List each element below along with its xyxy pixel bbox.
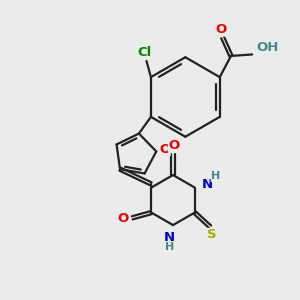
Text: OH: OH bbox=[256, 41, 279, 55]
Text: H: H bbox=[165, 242, 174, 252]
Text: H: H bbox=[211, 171, 220, 182]
Text: S: S bbox=[207, 229, 216, 242]
Text: O: O bbox=[118, 212, 129, 225]
Text: O: O bbox=[169, 139, 180, 152]
Text: N: N bbox=[202, 178, 213, 190]
Text: Cl: Cl bbox=[137, 46, 151, 59]
Text: O: O bbox=[216, 23, 227, 36]
Text: O: O bbox=[159, 142, 170, 156]
Text: N: N bbox=[164, 231, 175, 244]
